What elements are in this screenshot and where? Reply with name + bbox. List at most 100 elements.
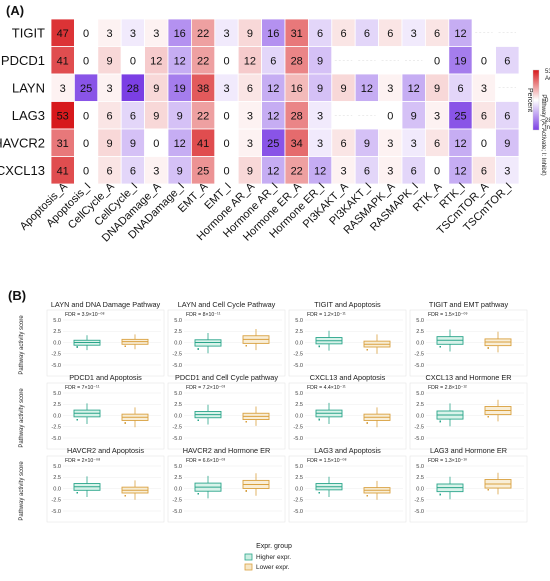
heatmap-legend-tick: 28 (545, 118, 550, 124)
heatmap-cell-value: 9 (153, 83, 159, 95)
boxplot-panel: LAYN and DNA Damage Pathway FDR = 3.9×10⁻… (19, 300, 165, 377)
heatmap-legend-axis-title: Percent (526, 88, 533, 112)
boxplot-point (76, 346, 78, 348)
heatmap-cell-value: 0 (481, 138, 487, 150)
heatmap-cell-value: 12 (174, 138, 186, 150)
heatmap-cell-value: 28 (291, 55, 303, 67)
boxplot-fdr: FDR = 2×10⁻⁰⁸ (65, 458, 100, 464)
boxplot-y-tick: 0.0 (53, 413, 61, 419)
boxplot-y-tick: -2.5 (414, 425, 424, 431)
heatmap-cell-value: 9 (317, 55, 323, 67)
heatmap-cell-value: 6 (364, 28, 370, 40)
heatmap-cell-value: 9 (247, 165, 253, 177)
heatmap-legend: 53Activate 0 28Inhibit Percent Pathway (A: A… (526, 69, 550, 176)
heatmap-cell-value: 6 (434, 28, 440, 40)
boxplot-y-tick: -2.5 (51, 425, 61, 431)
boxplot-point (487, 489, 489, 491)
boxplot-y-tick: -2.5 (172, 425, 182, 431)
boxplot-y-tick: 5.0 (416, 464, 424, 470)
boxplot-point (197, 493, 199, 495)
boxplot-panel-title: HAVCR2 and Hormone ER (183, 446, 270, 455)
expr-group-swatch (244, 563, 253, 571)
heatmap-cell-value: 25 (267, 138, 279, 150)
heatmap-cell-value: 3 (60, 83, 66, 95)
heatmap-cell-value: 3 (387, 138, 393, 150)
boxplot-y-tick: -2.5 (414, 352, 424, 358)
heatmap-cell-value: 6 (106, 110, 112, 122)
heatmap-cell-value: 3 (130, 28, 136, 40)
heatmap-cell-value: 6 (130, 110, 136, 122)
boxplot-y-tick: 5.0 (295, 391, 303, 397)
heatmap-cell-value: 6 (130, 165, 136, 177)
boxplot-fdr: FDR = 1.5×10⁻⁰⁸ (307, 458, 347, 464)
boxplot-panel-title: LAG3 and Apoptosis (314, 446, 381, 455)
boxplot-y-tick: 2.5 (416, 402, 424, 408)
heatmap-cell-value: 6 (504, 55, 510, 67)
heatmap-cell-value: 0 (387, 110, 393, 122)
heatmap-cell-value: 0 (223, 165, 229, 177)
heatmap-cell-value: 6 (270, 55, 276, 67)
boxplot-y-tick: 0.0 (295, 413, 303, 419)
heatmap-cell-value: 0 (83, 55, 89, 67)
boxplot-panel-title: CXCL13 and Hormone ER (426, 373, 512, 382)
boxplot-panel: HAVCR2 and Apoptosis FDR = 2×10⁻⁰⁸ 5.0 2.5 0… (19, 446, 165, 523)
heatmap-cell-value: 3 (387, 83, 393, 95)
heatmap-cell-value: 0 (83, 165, 89, 177)
heatmap-cell-value: 6 (434, 138, 440, 150)
heatmap-cell-value: 0 (83, 28, 89, 40)
boxplot-y-tick: 2.5 (174, 402, 182, 408)
heatmap-row-label: HAVCR2 (0, 135, 45, 150)
boxplot-point (439, 493, 441, 496)
heatmap-cell-value: 9 (177, 110, 183, 122)
heatmap-cell-value: 3 (106, 28, 112, 40)
heatmap-row-label: CXCL13 (0, 163, 45, 178)
heatmap-cell-value: 9 (317, 83, 323, 95)
boxplot-y-tick: 0.0 (295, 486, 303, 492)
heatmap-cell-value: 19 (174, 83, 186, 95)
boxplot-panel-title: LAYN and Cell Cycle Pathway (178, 300, 276, 309)
heatmap-cell-value: 6 (504, 110, 510, 122)
boxplot-point (318, 418, 320, 421)
boxplot-y-tick: 2.5 (53, 475, 61, 481)
boxplot-point (197, 419, 199, 421)
heatmap-cell-value: 38 (197, 83, 209, 95)
heatmap-cell-value: 12 (454, 138, 466, 150)
boxplot-panel-title: TIGIT and EMT pathway (429, 300, 509, 309)
boxplot-panel-title: PDCD1 and Apoptosis (69, 373, 142, 382)
heatmap-cell-value: 0 (434, 55, 440, 67)
boxplot-y-tick: -5.0 (51, 509, 61, 515)
heatmap-cell-value: 3 (247, 110, 253, 122)
heatmap-cell-value: 0 (130, 55, 136, 67)
boxplot-y-axis-title: Pathway activity score (19, 315, 25, 375)
boxplot-y-tick: -2.5 (293, 498, 303, 504)
boxplot-y-tick: -2.5 (293, 352, 303, 358)
boxplot-y-tick: 5.0 (295, 318, 303, 324)
heatmap-cell-value: 3 (504, 165, 510, 177)
boxplot-y-tick: 2.5 (53, 402, 61, 408)
boxplot-y-tick: -2.5 (51, 352, 61, 358)
heatmap-cell-value: 0 (223, 138, 229, 150)
boxplot-fdr: FDR = 3.9×10⁻⁰⁸ (65, 312, 105, 318)
boxplot-point (487, 347, 489, 349)
heatmap-cell-value: 12 (361, 83, 373, 95)
heatmap-cell (495, 156, 520, 185)
boxplot-y-tick: -2.5 (172, 498, 182, 504)
heatmap-cell-value: 0 (481, 55, 487, 67)
boxplot-panel: PDCD1 and Cell Cycle pathway FDR = 7.2×10… (167, 373, 286, 450)
boxplot-y-tick: 2.5 (416, 329, 424, 335)
boxplot-y-tick: 5.0 (53, 391, 61, 397)
heatmap-legend-title: Pathway (A: Activate; I: Inhibit) (540, 94, 546, 175)
boxplot-point (439, 420, 441, 423)
boxplot-fdr: FDR = 1.3×10⁻¹⁰ (428, 458, 467, 464)
boxplot-fdr: FDR = 1.2×10⁻¹¹ (307, 312, 346, 318)
boxplot-panel: CXCL13 and Apoptosis FDR = 4.4×10⁻¹¹ 5.0 2.… (288, 373, 407, 450)
heatmap-cell-value: 12 (174, 55, 186, 67)
boxplot-y-tick: 2.5 (416, 475, 424, 481)
boxplot-panel: TIGIT and EMT pathway FDR = 1.5×10⁻⁰⁹ 5.0 2… (409, 300, 528, 377)
heatmap-cell-value: 9 (504, 138, 510, 150)
boxplot-fdr: FDR = 7×10⁻¹¹ (65, 385, 100, 391)
boxplot-point (124, 495, 126, 497)
boxplot-y-tick: 0.0 (174, 413, 182, 419)
boxplot-panel-title: PDCD1 and Cell Cycle pathway (175, 373, 278, 382)
